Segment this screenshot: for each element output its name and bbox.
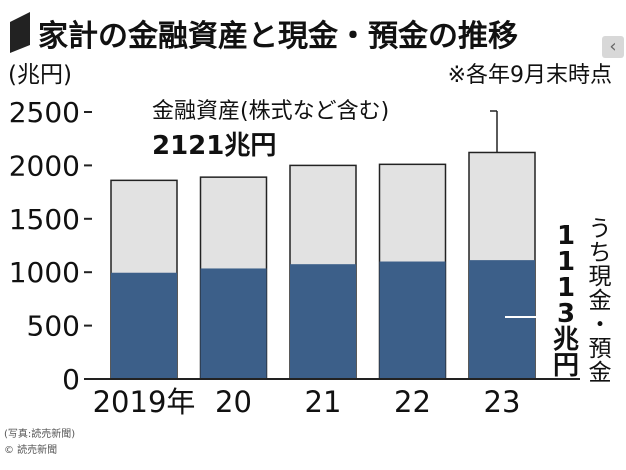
x-tick-label: 2019年: [93, 385, 196, 419]
y-tick-label: 2500: [9, 96, 80, 129]
cash-label-char: 金: [589, 288, 612, 314]
cash-value-char: 兆: [553, 325, 579, 355]
total-value-label: 2121兆円: [152, 131, 276, 161]
bar-cash: [111, 272, 177, 379]
chart-note: ※各年9月末時点: [448, 63, 612, 88]
cash-label-char: う: [589, 216, 612, 242]
cash-label-char: ち: [589, 240, 612, 266]
bar-cash: [200, 268, 267, 379]
photo-credit: (写真:読売新聞): [4, 429, 76, 440]
bar-cash: [290, 264, 356, 379]
cash-label-char: 預: [589, 336, 612, 362]
bar-cash: [379, 261, 446, 379]
chevron-left-icon[interactable]: ‹: [602, 36, 624, 58]
y-tick-label: 1000: [9, 256, 80, 289]
y-tick-label: 500: [27, 310, 80, 343]
cash-label-char: 現: [589, 264, 612, 290]
y-tick-label: 0: [62, 363, 80, 396]
cash-value-char: 1: [557, 247, 575, 277]
x-tick-label: 21: [305, 385, 342, 419]
x-tick-label: 23: [484, 385, 521, 419]
cash-value-char: 円: [553, 351, 579, 381]
total-series-label: 金融資産(株式など含む): [152, 99, 389, 124]
nav-glyph: ‹: [609, 36, 617, 57]
title-marker-icon: [10, 12, 30, 53]
y-tick-label: 2000: [9, 149, 80, 182]
cash-value-char: 3: [557, 299, 575, 329]
x-tick-label: 20: [215, 385, 252, 419]
chart: 家計の金融資産と現金・預金の推移 ※各年9月末時点 (兆円) 0 500 1000 1…: [8, 12, 612, 419]
y-tick-label: 1500: [9, 203, 80, 236]
unit-label: (兆円): [8, 62, 72, 88]
chart-title: 家計の金融資産と現金・預金の推移: [38, 19, 518, 54]
x-tick-label: 22: [394, 385, 431, 419]
copyright: © 読売新聞: [4, 445, 58, 456]
cash-value-char: 1: [557, 221, 575, 251]
cash-value-char: 1: [557, 273, 575, 303]
cash-label-char: 金: [589, 360, 612, 386]
cash-label-char: ・: [589, 312, 612, 338]
bar-cash: [469, 260, 535, 379]
